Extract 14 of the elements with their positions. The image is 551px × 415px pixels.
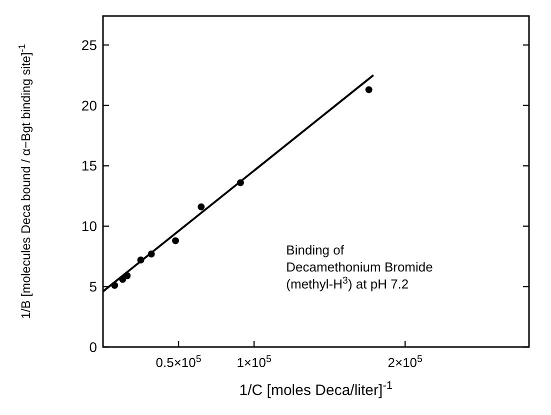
x-axis-title: 1/C [moles Deca/liter]$^{-1}$ [239, 380, 393, 399]
y-tick-label: 0 [89, 338, 98, 355]
point [172, 237, 180, 244]
point [365, 86, 372, 94]
x-tick-label: 1×10$^{5}$ [236, 354, 272, 370]
x-tick-label: 2×10$^{5}$ [388, 354, 424, 370]
y-tick-label: 25 [81, 36, 98, 53]
annotation: Binding of Decamethonium Bromide (methyl-H$^{3}$) at pH 7.2 [286, 242, 433, 292]
y-tick-label: 15 [81, 158, 98, 174]
y-tick-label: 5 [89, 278, 98, 294]
x-tick-label: 0.5×10$^{5}$ [156, 354, 202, 370]
y-tick-label: 20 [81, 97, 98, 114]
point [198, 203, 205, 210]
y-tick-label: 10 [81, 218, 98, 234]
